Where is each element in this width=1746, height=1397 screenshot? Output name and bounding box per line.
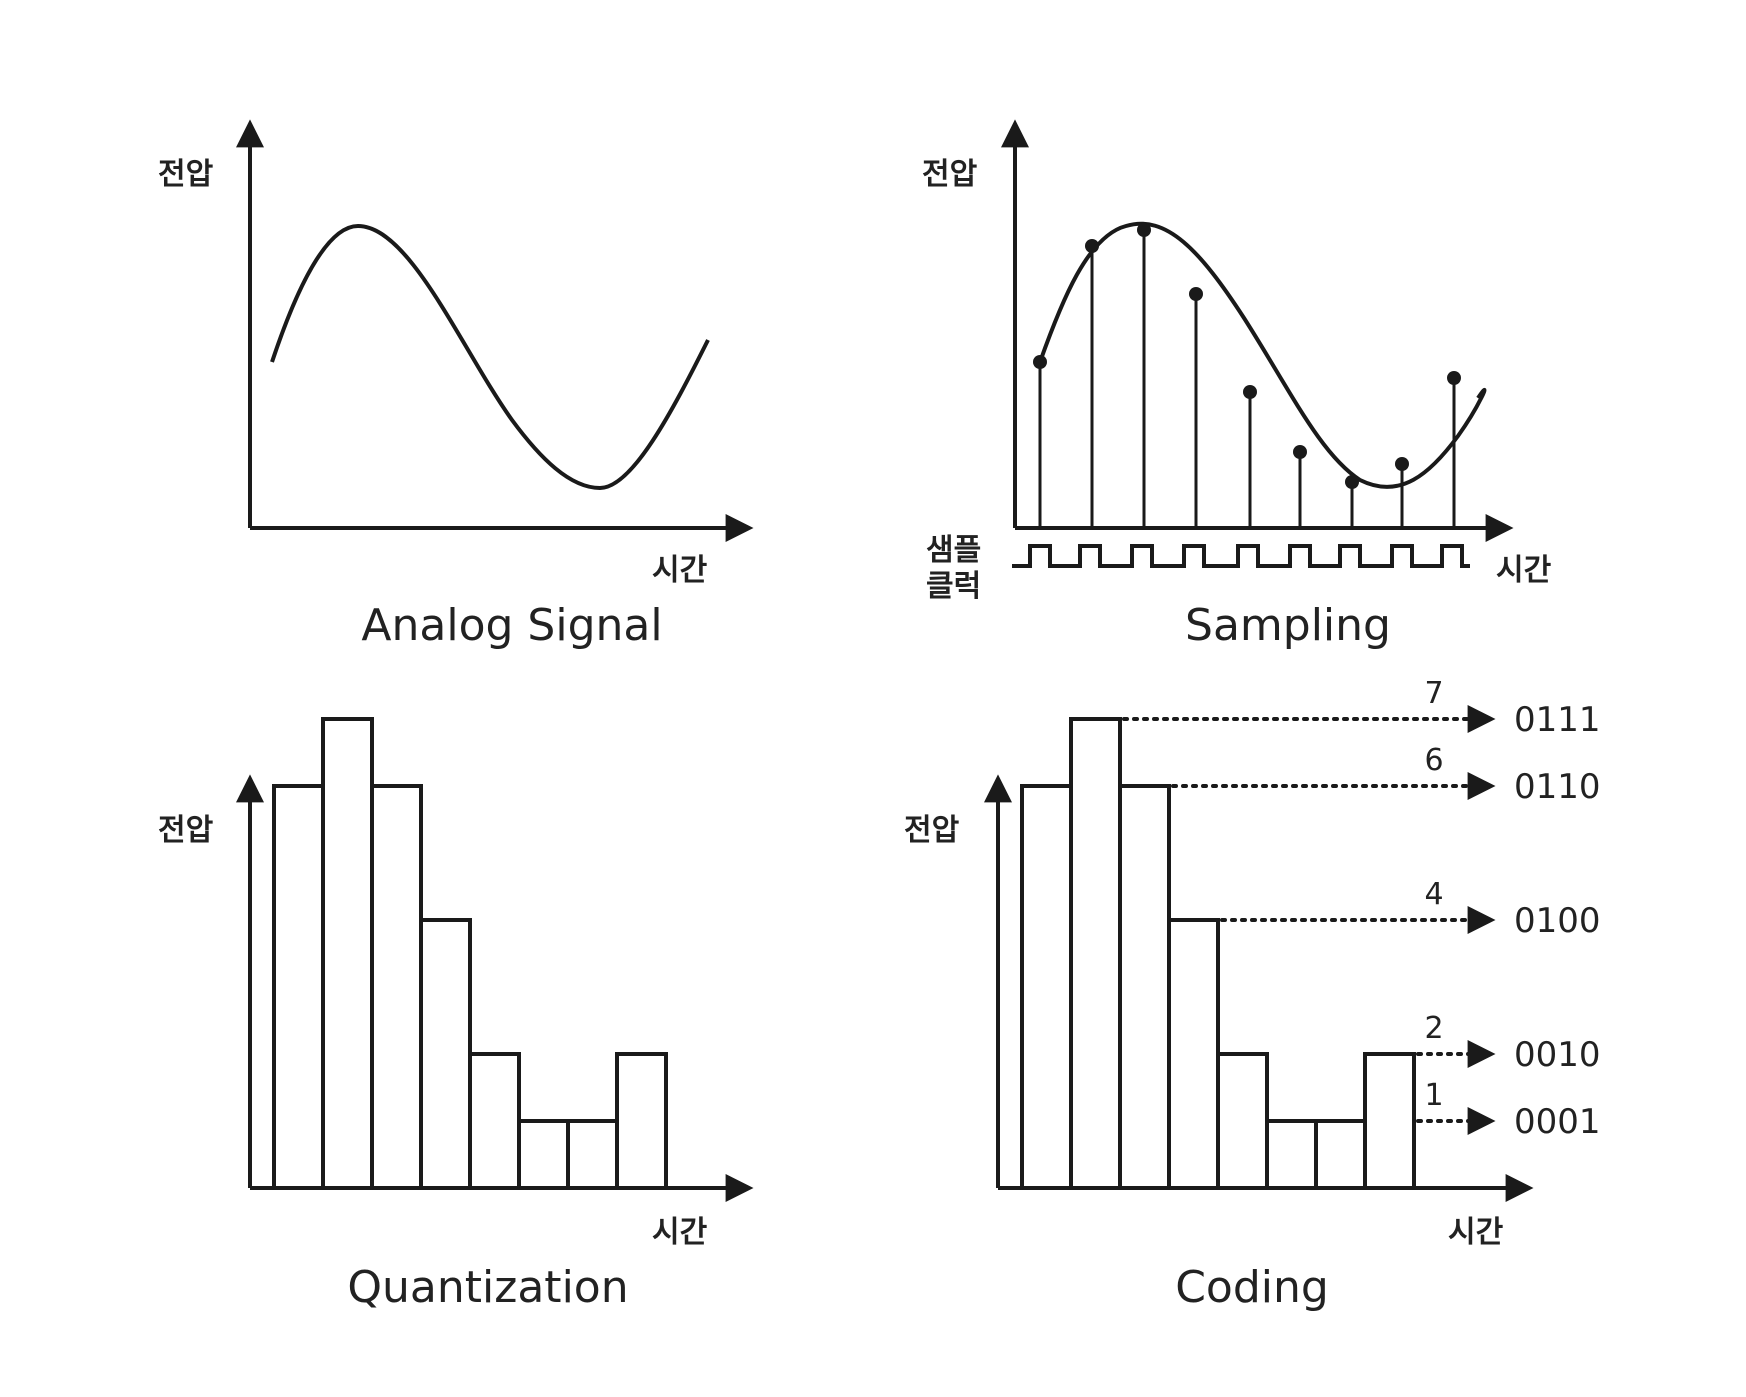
quantization-caption: Quantization (347, 1262, 628, 1313)
sampling-caption: Sampling (1185, 600, 1391, 651)
binary-code-label: 0110 (1514, 767, 1601, 807)
quantization-bar (468, 1052, 521, 1190)
quantization-bars (272, 717, 668, 1190)
binary-code-label: 0010 (1514, 1035, 1601, 1075)
quantization-x-axis-label: 시간 (652, 1215, 708, 1250)
quantization-bar (517, 1119, 570, 1190)
quantization-bar (370, 784, 423, 1190)
quantization-level-label: 2 (1424, 1011, 1443, 1046)
analog-waveform (270, 223, 710, 491)
binary-code-label: 0001 (1514, 1102, 1601, 1142)
quantization-level-label: 6 (1424, 743, 1443, 778)
sampling-x-axis-label: 시간 (1496, 553, 1552, 588)
quantization-bar (272, 784, 325, 1190)
sample-point (1033, 355, 1047, 369)
coding-caption: Coding (1175, 1262, 1329, 1313)
coding-bar (1167, 918, 1220, 1190)
coding-bar (1363, 1052, 1416, 1190)
sample-point (1137, 223, 1151, 237)
quantization-level-label: 1 (1424, 1078, 1443, 1113)
analog-x-axis-label: 시간 (652, 553, 708, 588)
quantization-level-label: 4 (1424, 877, 1443, 912)
coding-bar (1216, 1052, 1269, 1190)
quantization-bar (321, 717, 374, 1190)
panel-analog-signal: 전압 시간 Analog Signal (158, 119, 754, 651)
sample-clock-signal (1012, 544, 1470, 568)
coding-bar (1118, 784, 1171, 1190)
analog-y-axis-label: 전압 (158, 157, 214, 192)
analog-caption: Analog Signal (361, 600, 662, 651)
panel-quantization: 전압 시간 Quantization (158, 717, 754, 1313)
sampling-y-axis-label: 전압 (922, 157, 978, 192)
binary-code-label: 0111 (1514, 700, 1601, 740)
sample-point (1243, 385, 1257, 399)
coding-bar (1020, 784, 1073, 1190)
panel-coding: 7 0111 6 0110 4 0100 2 0010 1 0001 전압 시간 Coding (904, 676, 1601, 1313)
binary-code-label: 0100 (1514, 901, 1601, 941)
sample-point (1085, 239, 1099, 253)
quantization-y-axis-label: 전압 (158, 813, 214, 848)
sampling-waveform (1038, 221, 1487, 489)
coding-bar (1069, 717, 1122, 1190)
quantization-bar (615, 1052, 668, 1190)
quantization-bar (419, 918, 472, 1190)
coding-bar (1265, 1119, 1318, 1190)
sample-point (1293, 445, 1307, 459)
sample-point (1395, 457, 1409, 471)
quantization-bar (566, 1119, 619, 1190)
sample-clock-label-line1: 샘플 (926, 533, 981, 568)
panel-sampling: 전압 시간 샘플 클럭 Sampling (922, 119, 1552, 651)
coding-bars (1020, 717, 1416, 1190)
coding-leader-lines: 7 0111 6 0110 4 0100 2 0010 1 0001 (1122, 676, 1601, 1142)
coding-bar (1314, 1119, 1367, 1190)
sample-point (1345, 475, 1359, 489)
quantization-level-label: 7 (1424, 676, 1443, 711)
sample-point (1447, 371, 1461, 385)
sample-point (1189, 287, 1203, 301)
sample-clock-label-line2: 클럭 (926, 569, 981, 604)
sample-lines (1033, 223, 1461, 528)
coding-x-axis-label: 시간 (1448, 1215, 1504, 1250)
coding-y-axis-label: 전압 (904, 813, 960, 848)
